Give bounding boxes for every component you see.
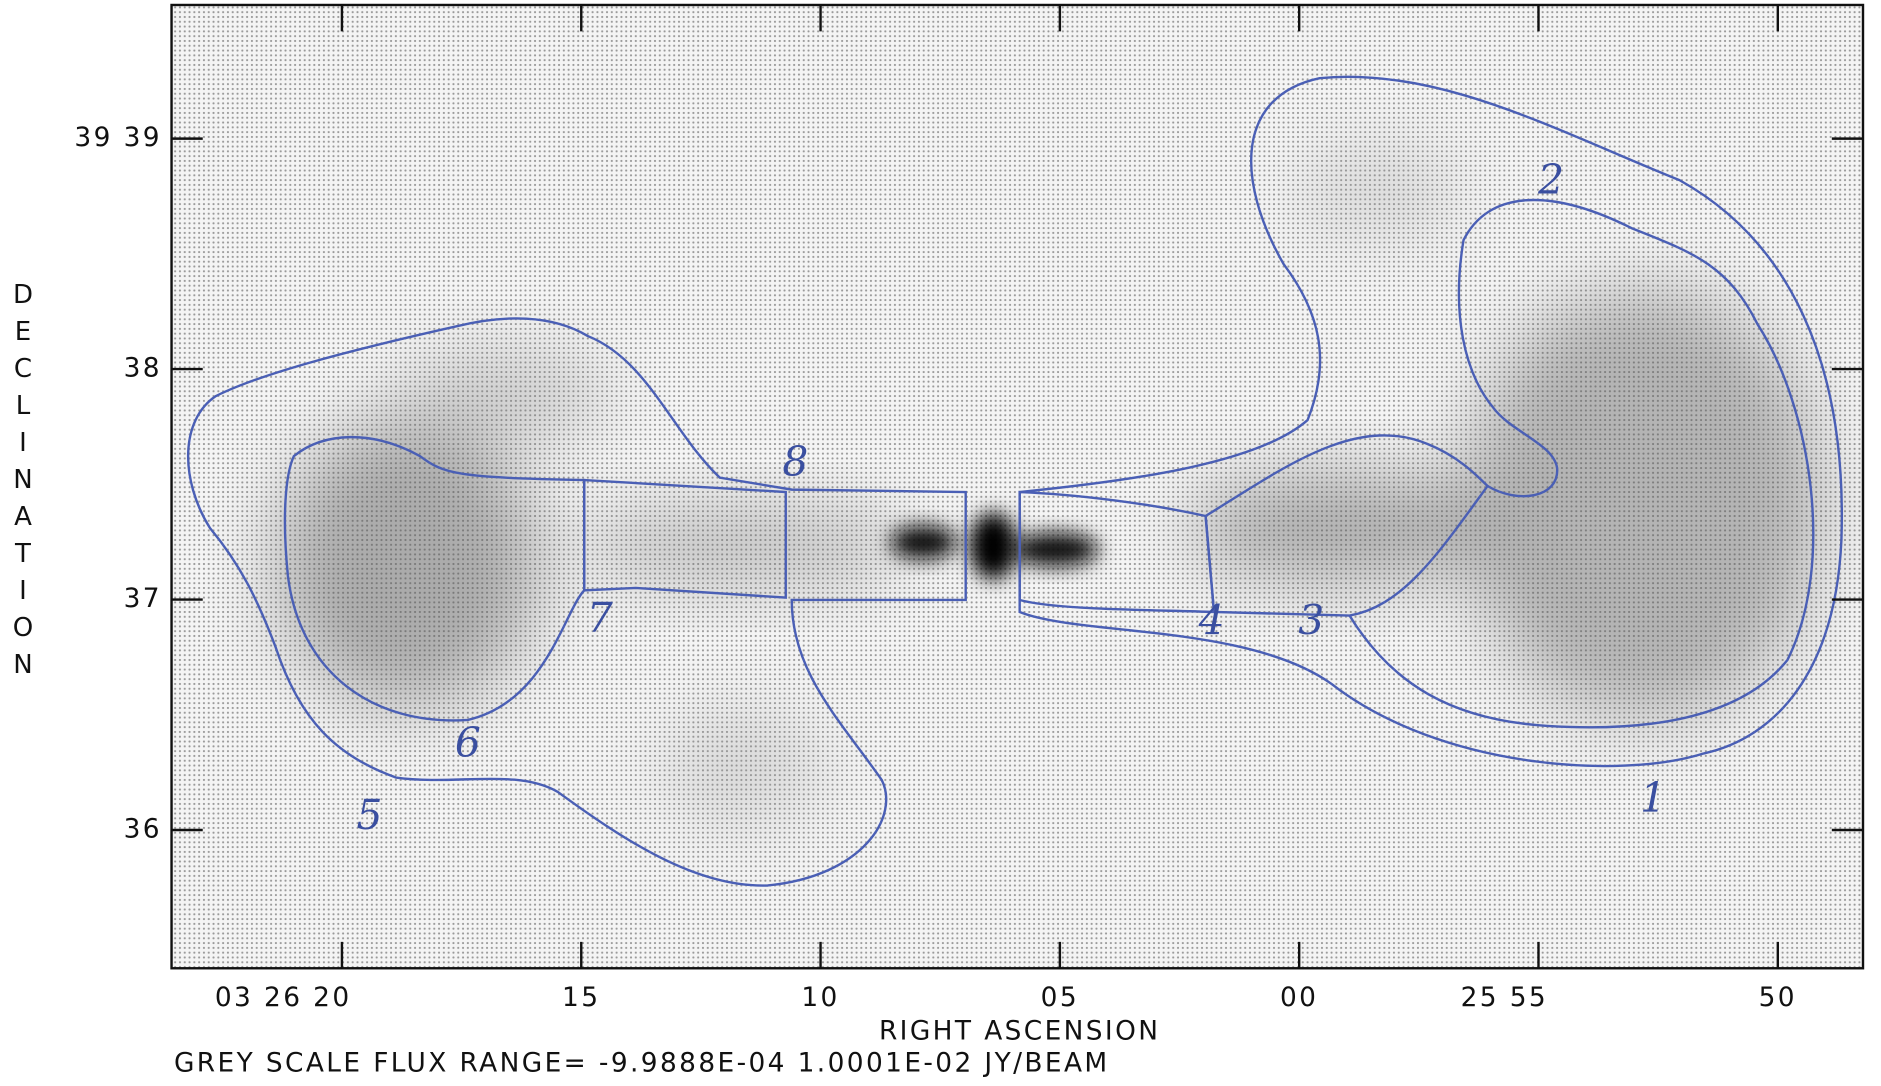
y-tick-label: 39 39 (74, 123, 162, 153)
y-tick-label: 37 (124, 584, 162, 614)
region-label: 8 (782, 438, 808, 486)
x-tick-label: 50 (1759, 983, 1797, 1013)
region-label: 1 (1640, 774, 1666, 822)
region-label: 7 (587, 594, 613, 642)
x-tick-label: 10 (801, 983, 839, 1013)
region-label: 6 (455, 719, 481, 767)
x-tick-label: 00 (1280, 983, 1318, 1013)
x-tick-label: 05 (1041, 983, 1079, 1013)
chart: 03 26 201510050025 555039 39383736RIGHT … (0, 0, 1881, 1086)
page: {"x_axis": {"label": "RIGHT ASCENSION", … (0, 0, 1881, 1086)
x-tick-label: 15 (562, 983, 600, 1013)
region-label: 3 (1298, 596, 1324, 644)
x-tick-label: 03 26 20 (215, 983, 352, 1013)
x-axis-label: RIGHT ASCENSION (879, 1016, 1160, 1046)
region-label: 5 (357, 791, 383, 839)
region-label: 2 (1537, 156, 1564, 204)
y-tick-label: 36 (124, 814, 162, 844)
region-label: 4 (1198, 596, 1225, 644)
caption: GREY SCALE FLUX RANGE= -9.9888E-04 1.000… (174, 1049, 1110, 1079)
x-tick-label: 25 55 (1461, 983, 1549, 1013)
y-tick-label: 38 (124, 354, 162, 384)
